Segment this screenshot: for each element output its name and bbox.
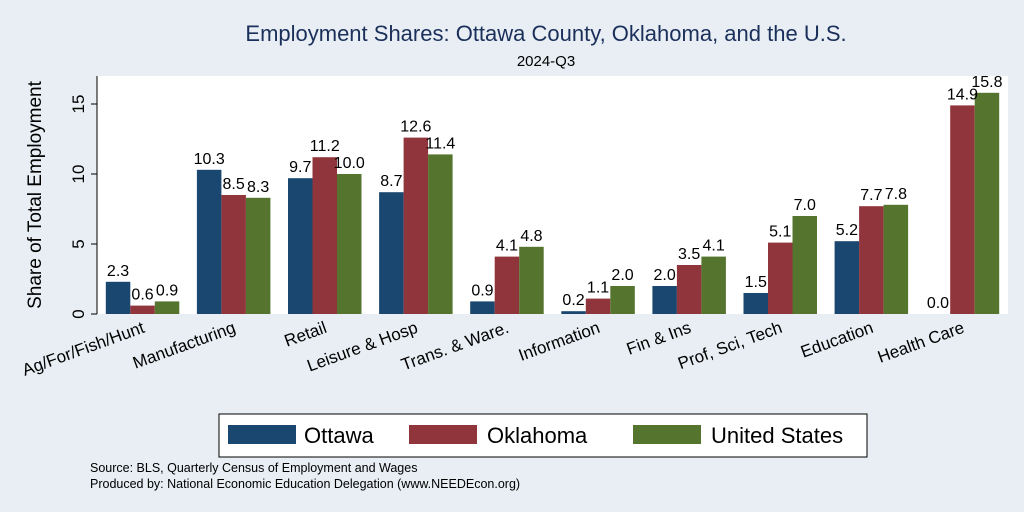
value-labels-layer: 2.30.6 0.910.38.5 8.39.711.210.08.712.611.… bbox=[107, 74, 1003, 312]
bar-value-label: 2.3 bbox=[107, 263, 129, 280]
x-tick-label: Retail bbox=[282, 318, 329, 351]
legend-label: Ottawa bbox=[304, 423, 374, 448]
bar-value-label: 3.5 bbox=[678, 246, 700, 263]
bar-oklahoma bbox=[494, 256, 520, 314]
bar-value-label: 5.2 bbox=[836, 222, 858, 239]
legend-swatch-oklahoma bbox=[409, 425, 477, 444]
bar-oklahoma bbox=[585, 298, 611, 314]
bar-value-label: 0.0 bbox=[927, 295, 949, 312]
bar-value-label: 4.1 bbox=[496, 238, 518, 255]
bar-value-label: 4.8 bbox=[520, 228, 542, 245]
legend-box bbox=[218, 413, 868, 458]
y-tick-label: 15 bbox=[69, 95, 88, 114]
x-tick-label: Education bbox=[798, 318, 876, 362]
chart-subtitle: 2024-Q3 bbox=[517, 53, 575, 70]
bar-value-label: 5.1 bbox=[769, 224, 791, 241]
x-tick-label: Manufacturing bbox=[130, 318, 238, 373]
bar-oklahoma bbox=[768, 242, 793, 314]
bar-value-label: 0.9 bbox=[471, 282, 493, 299]
bar-united-states bbox=[883, 204, 909, 314]
bar-value-label: 9.7 bbox=[289, 159, 311, 176]
bar-value-label: 0.9 bbox=[156, 282, 178, 299]
legend-swatch-ottawa bbox=[228, 425, 296, 444]
y-tick-label: 0 bbox=[69, 309, 88, 318]
bar-united-states bbox=[245, 197, 271, 314]
bar-value-label: 11.4 bbox=[425, 135, 455, 152]
legend-swatch-united-states bbox=[633, 425, 701, 444]
produced-by-note: Produced by: National Economic Education… bbox=[90, 477, 520, 491]
bar-value-label: 8.5 bbox=[223, 176, 245, 193]
bar-value-label: 11.2 bbox=[310, 138, 340, 155]
bar-ottawa bbox=[561, 311, 586, 314]
bar-value-label: 1.5 bbox=[745, 274, 767, 291]
bar-value-label: 14.9 bbox=[947, 86, 978, 103]
bar-value-label: 12.6 bbox=[400, 119, 431, 136]
chart-title: Employment Shares: Ottawa County, Oklaho… bbox=[245, 21, 846, 46]
bar-oklahoma bbox=[403, 137, 429, 314]
y-axis-label: Share of Total Employment bbox=[25, 80, 46, 308]
bar-ottawa bbox=[105, 281, 131, 314]
bar-ottawa bbox=[470, 301, 495, 314]
x-tick-label: Ag/For/Fish/Hunt bbox=[20, 318, 147, 380]
bar-ottawa bbox=[834, 241, 860, 314]
legend-label: United States bbox=[711, 423, 843, 448]
legend-label: Oklahoma bbox=[487, 423, 588, 448]
bar-value-label: 0.2 bbox=[562, 292, 584, 309]
y-axis: 0 5 10 15 bbox=[69, 76, 98, 319]
y-tick-label: 5 bbox=[69, 239, 88, 248]
bar-oklahoma bbox=[950, 105, 975, 315]
bar-value-label: 7.0 bbox=[794, 197, 816, 214]
bar-value-label: 15.8 bbox=[971, 74, 1002, 91]
bar-value-label: 8.7 bbox=[380, 173, 402, 190]
bar-ottawa bbox=[652, 286, 677, 314]
bar-ottawa bbox=[196, 169, 222, 314]
bar-ottawa bbox=[288, 178, 313, 314]
bar-united-states bbox=[519, 246, 544, 314]
y-tick-label: 10 bbox=[69, 165, 88, 184]
bar-oklahoma bbox=[221, 195, 246, 314]
x-tick-label: Information bbox=[516, 318, 602, 365]
bar-oklahoma bbox=[859, 206, 884, 314]
bar-united-states bbox=[792, 216, 817, 314]
bar-oklahoma bbox=[312, 157, 337, 314]
bar-value-label: 0.6 bbox=[131, 287, 153, 304]
bar-oklahoma bbox=[676, 265, 702, 314]
bar-united-states bbox=[701, 256, 726, 314]
bar-value-label: 2.0 bbox=[654, 267, 676, 284]
bar-value-label: 7.7 bbox=[860, 187, 882, 204]
bar-united-states bbox=[154, 301, 180, 314]
bar-ottawa bbox=[379, 192, 404, 314]
legend: Ottawa Oklahoma United States bbox=[218, 413, 868, 458]
bars-layer bbox=[105, 92, 1000, 315]
bar-ottawa bbox=[743, 293, 768, 314]
bar-value-label: 10.0 bbox=[334, 155, 365, 172]
bar-united-states bbox=[428, 154, 453, 314]
bar-value-label: 2.0 bbox=[611, 267, 633, 284]
bar-united-states bbox=[610, 286, 635, 314]
x-tick-label: Prof, Sci, Tech bbox=[675, 318, 784, 373]
bar-value-label: 10.3 bbox=[194, 151, 225, 168]
bar-united-states bbox=[337, 174, 362, 314]
x-tick-label: Health Care bbox=[875, 318, 967, 367]
bar-united-states bbox=[974, 92, 1000, 314]
source-note: Source: BLS, Quarterly Census of Employm… bbox=[90, 461, 417, 475]
bar-value-label: 4.1 bbox=[703, 238, 725, 255]
bar-value-label: 7.8 bbox=[885, 186, 907, 203]
bar-value-label: 8.3 bbox=[247, 179, 269, 196]
bar-oklahoma bbox=[130, 305, 155, 314]
bar-value-label: 1.1 bbox=[587, 280, 609, 297]
